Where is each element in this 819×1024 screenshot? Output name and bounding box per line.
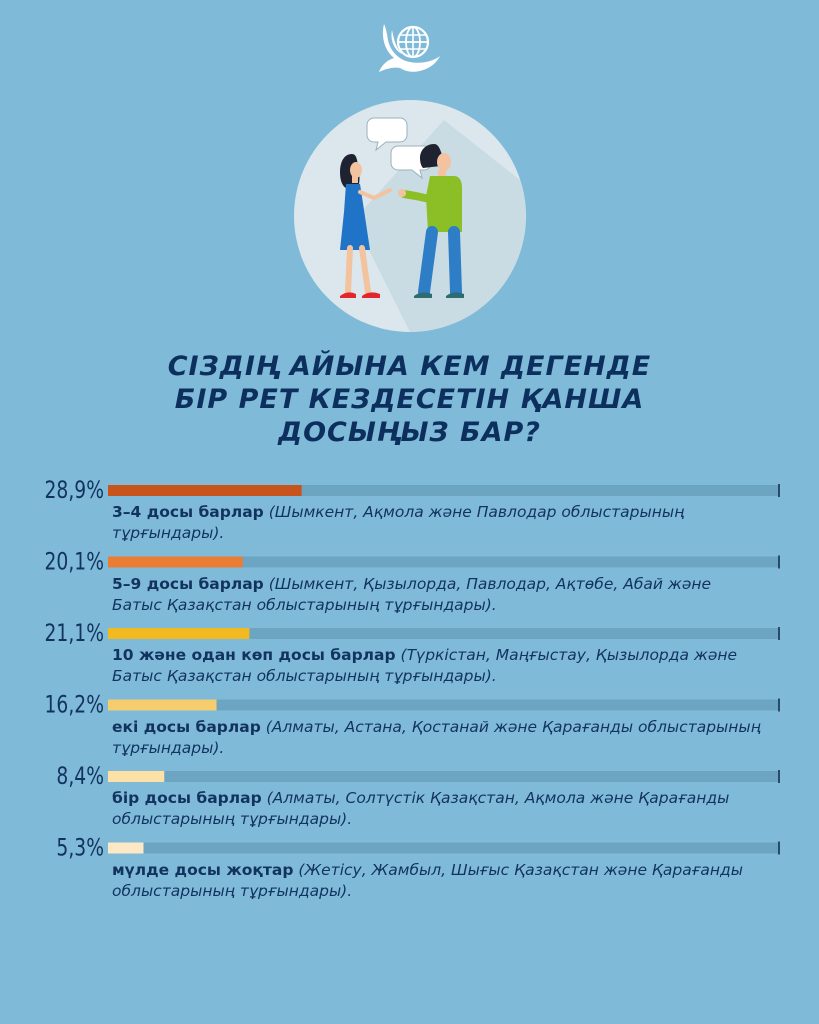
bar bbox=[108, 628, 250, 639]
bar-track bbox=[108, 485, 778, 496]
bar-category-label: мүлде досы жоқтар bbox=[112, 860, 294, 879]
bar-category-note: (Шымкент, Қызылорда, Павлодар, Ақтөбе, А… bbox=[112, 574, 712, 614]
bar-track-end bbox=[778, 770, 780, 783]
woman-figure bbox=[340, 154, 392, 298]
bar-category-label: 5–9 досы барлар bbox=[112, 574, 264, 593]
bar-value-label: 20,1% bbox=[45, 548, 104, 576]
bar bbox=[108, 842, 144, 854]
man-figure bbox=[398, 144, 464, 298]
chart-title: СІЗДІҢ АЙЫНА КЕМ ДЕГЕНДЕ БІР РЕТ КЕЗДЕСЕ… bbox=[0, 350, 819, 449]
bar-category-label: 10 және одан көп досы барлар bbox=[112, 646, 396, 664]
title-line: СІЗДІҢ АЙЫНА КЕМ ДЕГЕНДЕ bbox=[167, 351, 652, 382]
bar bbox=[108, 699, 217, 711]
conversation-illustration bbox=[294, 100, 526, 332]
bar-track bbox=[108, 699, 778, 711]
bar-value-label: 21,1% bbox=[45, 620, 104, 648]
bar-track-end bbox=[778, 484, 780, 497]
bar-category-label: бір досы барлар bbox=[112, 789, 262, 807]
bar-description: 10 және одан көп досы барлар (Түркістан,… bbox=[112, 645, 762, 687]
bar-value-label: 16,2% bbox=[45, 691, 104, 719]
bar-track-end bbox=[778, 555, 780, 569]
bar-track-end bbox=[778, 698, 780, 712]
bar-category-label: екі досы барлар bbox=[112, 717, 261, 736]
bar-value-label: 8,4% bbox=[56, 763, 104, 791]
bar-category-note: (Түркістан, Маңғыстау, Қызылорда және Ба… bbox=[112, 646, 738, 685]
bar-description: 5–9 досы барлар (Шымкент, Қызылорда, Пав… bbox=[112, 574, 762, 616]
title-line: ДОСЫҢЫЗ БАР? bbox=[278, 417, 541, 448]
logo-dove-globe-icon bbox=[379, 24, 440, 72]
bar-category-note: (Алматы, Астана, Қостанай және Қарағанды… bbox=[112, 717, 761, 757]
bar-track-end bbox=[778, 627, 780, 640]
title-line: БІР РЕТ КЕЗДЕСЕТІН ҚАНША bbox=[174, 384, 645, 415]
bar bbox=[108, 771, 165, 782]
bar-category-label: 3–4 досы барлар bbox=[112, 503, 264, 521]
bar-track bbox=[108, 842, 778, 854]
bar-track-end bbox=[778, 841, 780, 855]
bar-track bbox=[108, 628, 778, 639]
bar-category-note: (Шымкент, Ақмола және Павлодар облыстары… bbox=[112, 503, 685, 542]
bar-value-label: 5,3% bbox=[56, 834, 104, 862]
horizontal-bar-chart: 28,9% 20,1% 21,1% 16,2% 8,4% 5,3% bbox=[45, 477, 780, 862]
bar-description: 3–4 досы барлар (Шымкент, Ақмола және Па… bbox=[112, 502, 762, 544]
bar-track bbox=[108, 771, 778, 782]
bar-description: екі досы барлар (Алматы, Астана, Қостана… bbox=[112, 717, 762, 759]
bar-description: бір досы барлар (Алматы, Солтүстік Қазақ… bbox=[112, 788, 762, 830]
bar bbox=[108, 485, 302, 496]
bar bbox=[108, 556, 243, 568]
bar-description: мүлде досы жоқтар (Жетісу, Жамбыл, Шығыс… bbox=[112, 860, 762, 902]
bar-category-note: (Жетісу, Жамбыл, Шығыс Қазақстан және Қа… bbox=[112, 860, 743, 900]
bar-category-note: (Алматы, Солтүстік Қазақстан, Ақмола жән… bbox=[112, 789, 730, 828]
bar-track bbox=[108, 556, 778, 568]
bar-value-label: 28,9% bbox=[45, 477, 104, 505]
